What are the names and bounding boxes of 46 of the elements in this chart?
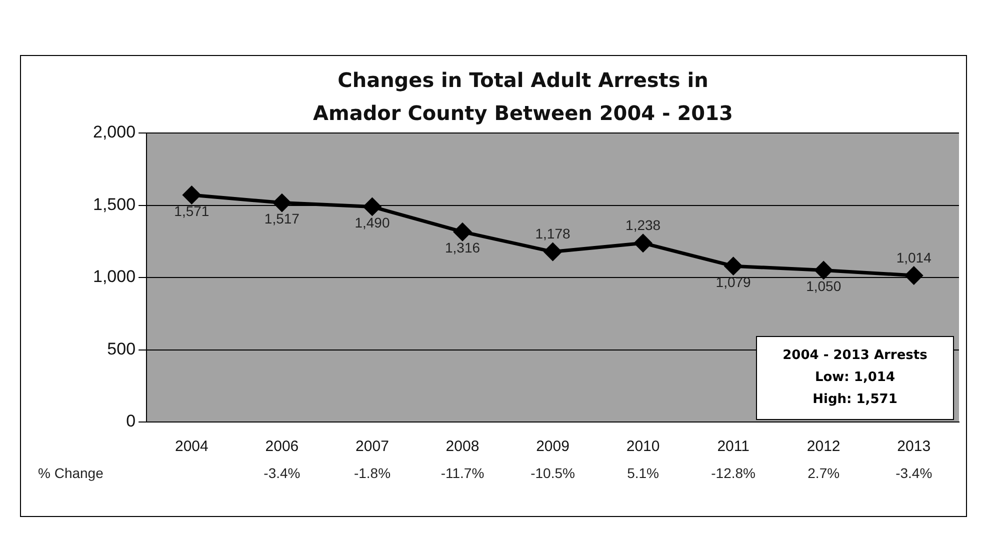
text: -11.7% [440, 464, 484, 481]
x-tick-label: 2008 [446, 438, 480, 456]
x-tick-label: 2011 [717, 438, 750, 456]
text: -10.5% [530, 464, 575, 481]
x-tick-label: 2010 [626, 438, 660, 456]
point [634, 234, 652, 252]
text: 1,316 [444, 240, 480, 256]
text: 1,517 [264, 210, 300, 227]
text: -12.8% [711, 464, 756, 481]
x-tick-label: 2012 [806, 438, 840, 456]
point [544, 243, 562, 261]
text: 1,050 [806, 278, 842, 294]
x-tick-label: 2006 [265, 438, 299, 456]
text: 1,238 [626, 216, 661, 233]
y-tick-label: 500 [107, 339, 136, 358]
point [363, 198, 381, 216]
annotation: Low: 1,014 [814, 369, 896, 387]
point [454, 223, 472, 241]
point [182, 186, 200, 204]
point [814, 262, 832, 280]
text: 1,571 [174, 202, 210, 219]
text: -3.4% [264, 464, 300, 481]
point [273, 194, 291, 212]
text: -3.4% [896, 464, 932, 481]
text: % Change [38, 464, 104, 481]
text: 1,079 [716, 274, 751, 290]
y-tick-label: 2,000 [92, 122, 136, 142]
chart-title: Changes in Total Adult Arrests in Amador County Between 2004 - 2013 [312, 67, 734, 127]
text: 1,490 [354, 214, 390, 231]
annotation: High: 1,571 [812, 391, 898, 409]
y-tick-label: 1,500 [92, 194, 136, 214]
text: 5.1% [627, 464, 660, 481]
text: 1,178 [535, 226, 570, 242]
point [905, 266, 923, 284]
x-tick-label: 2007 [356, 438, 389, 456]
x-tick-label: 2004 [174, 438, 208, 456]
point [724, 257, 742, 275]
y-tick-label: 0 [126, 412, 136, 431]
x-tick-label: 2013 [897, 438, 931, 456]
text: -1.8% [354, 464, 391, 481]
x-tick-label: 2009 [536, 438, 570, 456]
note-box: 2004 - 2013 Arrests Low: 1,014 High: 1,571 [756, 336, 954, 420]
y-tick-label: 1,000 [92, 267, 136, 286]
annotation: 2004 - 2013 Arrests [782, 347, 928, 365]
text: 1,014 [896, 249, 932, 266]
text: 2.7% [808, 464, 840, 481]
